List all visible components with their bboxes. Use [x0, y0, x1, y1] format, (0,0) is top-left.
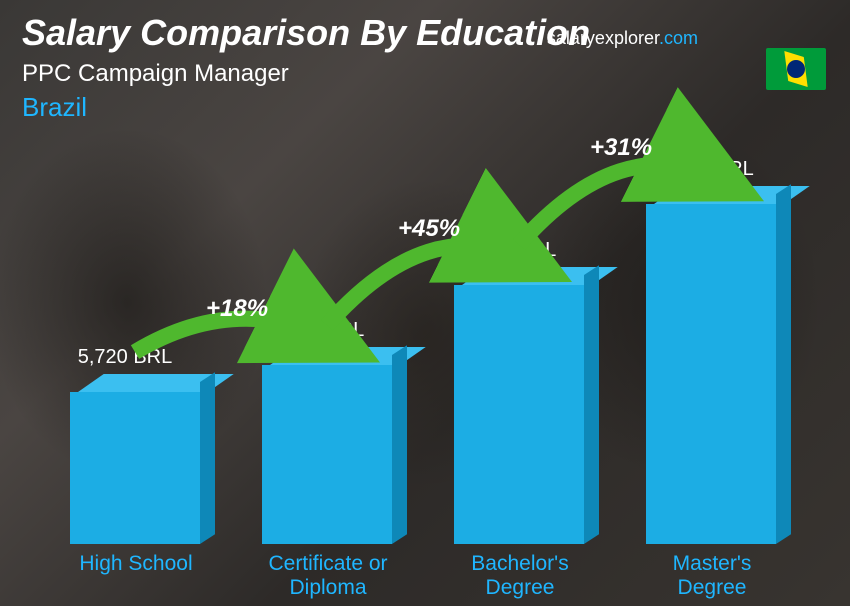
category-label-0: High School — [40, 552, 232, 600]
category-labels: High SchoolCertificate orDiplomaBachelor… — [40, 552, 810, 600]
category-label-3: Master'sDegree — [616, 552, 808, 600]
job-title: PPC Campaign Manager — [22, 60, 828, 88]
increase-arrow-2 — [40, 144, 810, 544]
category-label-2: Bachelor'sDegree — [424, 552, 616, 600]
source-label: salaryexplorer.com — [547, 28, 698, 49]
bar-chart: 5,720 BRL6,730 BRL9,760 BRL12,800 BRL+18… — [40, 144, 810, 544]
country-name: Brazil — [22, 92, 828, 123]
source-name: salaryexplorer — [547, 28, 659, 48]
header: Salary Comparison By Education salaryexp… — [22, 12, 828, 123]
category-label-1: Certificate orDiploma — [232, 552, 424, 600]
page-title: Salary Comparison By Education — [22, 12, 590, 54]
source-domain: .com — [659, 28, 698, 48]
increase-pct-label: +31% — [590, 134, 652, 162]
brazil-flag-icon — [766, 48, 826, 90]
flag-circle — [787, 60, 805, 78]
